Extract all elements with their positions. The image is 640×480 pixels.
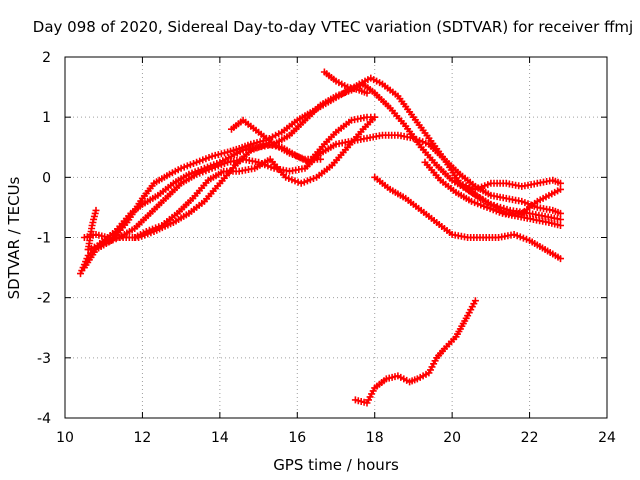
series-track-10 xyxy=(456,176,564,193)
y-tick-label: 0 xyxy=(42,170,51,186)
x-tick-label: 24 xyxy=(598,430,616,446)
x-tick-label: 12 xyxy=(134,430,152,446)
x-tick-label: 10 xyxy=(56,430,74,446)
y-axis-label: SDTVAR / TECUs xyxy=(5,176,23,299)
series-track-8 xyxy=(371,173,564,263)
series-track-9 xyxy=(421,158,564,229)
data-point xyxy=(557,255,564,263)
series-track-11 xyxy=(84,206,100,253)
y-tick-label: -4 xyxy=(37,411,51,427)
x-tick-label: 14 xyxy=(211,430,229,446)
data-point xyxy=(363,89,371,97)
series-track-12 xyxy=(351,297,479,407)
data-point xyxy=(371,113,379,121)
y-tick-label: -2 xyxy=(37,291,51,307)
x-tick-label: 18 xyxy=(366,430,384,446)
y-tick-label: -3 xyxy=(37,351,51,367)
data-point xyxy=(557,185,564,193)
series-track-6 xyxy=(320,68,371,97)
series-track-7 xyxy=(228,116,324,163)
x-tick-label: 20 xyxy=(443,430,461,446)
y-tick-label: -1 xyxy=(37,231,51,247)
data-series xyxy=(77,68,564,407)
series-line xyxy=(79,83,562,275)
data-point xyxy=(557,216,564,223)
y-tick-label: 2 xyxy=(42,50,51,66)
data-point xyxy=(557,209,564,217)
x-axis-label: GPS time / hours xyxy=(273,456,399,474)
data-point xyxy=(92,206,100,214)
data-point xyxy=(317,155,324,163)
series-track-5 xyxy=(131,113,379,241)
data-point xyxy=(471,297,479,305)
data-point xyxy=(557,222,564,229)
x-tick-label: 22 xyxy=(521,430,539,446)
x-tick-label: 16 xyxy=(288,430,306,446)
chart-title: Day 098 of 2020, Sidereal Day-to-day VTE… xyxy=(33,18,633,36)
data-point xyxy=(557,179,564,187)
y-tick-label: 1 xyxy=(42,110,51,126)
